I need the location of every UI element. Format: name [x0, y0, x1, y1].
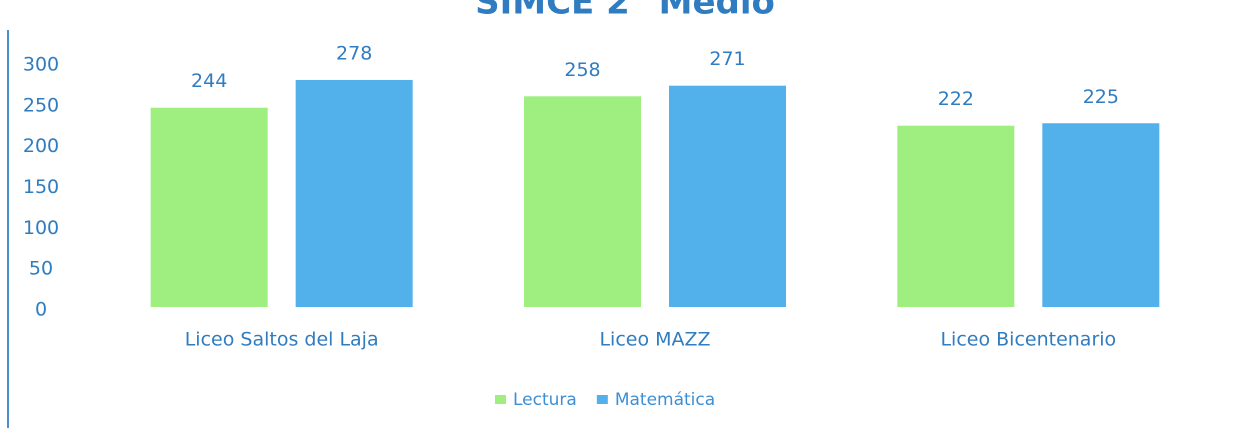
y-tick-label: 150 — [23, 176, 59, 198]
y-tick-label: 100 — [23, 217, 59, 239]
legend-label: Matemática — [615, 390, 715, 410]
y-tick-label: 300 — [23, 54, 59, 76]
bar — [669, 85, 786, 307]
bar — [150, 107, 268, 307]
data-label: 271 — [709, 48, 745, 70]
x-tick-label: Liceo Bicentenario — [940, 329, 1116, 351]
legend-swatch — [596, 395, 608, 404]
x-tick-label: Liceo MAZZ — [599, 329, 710, 351]
data-label: 278 — [336, 42, 372, 64]
bar — [1042, 123, 1160, 307]
bar — [295, 79, 413, 307]
x-tick-label: Liceo Saltos del Laja — [185, 329, 379, 351]
data-label: 225 — [1083, 86, 1119, 108]
bar — [524, 96, 641, 307]
y-tick-label: 0 — [35, 299, 47, 321]
y-tick-label: 250 — [23, 94, 59, 116]
chart-title: SIMCE 2° Medio — [475, 0, 775, 23]
data-label: 222 — [938, 88, 974, 110]
bar — [897, 125, 1015, 307]
data-label: 244 — [191, 70, 227, 92]
y-tick-label: 200 — [23, 135, 59, 157]
data-label: 258 — [564, 59, 600, 81]
legend-swatch — [495, 395, 506, 404]
y-tick-label: 50 — [29, 258, 53, 280]
legend-label: Lectura — [513, 390, 577, 410]
